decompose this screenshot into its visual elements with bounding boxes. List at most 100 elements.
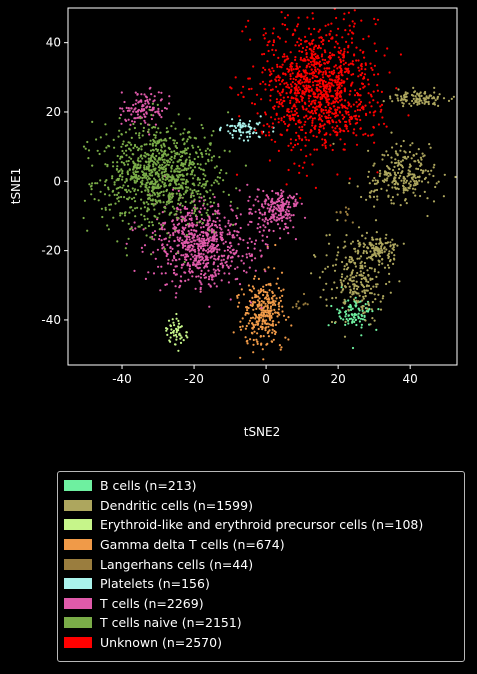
- data-point: [328, 109, 331, 112]
- data-point: [262, 318, 265, 321]
- data-point: [294, 78, 297, 81]
- data-point: [132, 146, 135, 150]
- data-point: [130, 143, 133, 146]
- data-point: [200, 283, 203, 286]
- data-point: [384, 242, 387, 245]
- data-point: [216, 180, 219, 183]
- data-point: [362, 86, 365, 89]
- data-point: [167, 202, 170, 205]
- data-point: [251, 285, 254, 288]
- data-point: [197, 252, 200, 255]
- data-point: [185, 179, 188, 182]
- data-point: [186, 207, 189, 210]
- data-point: [341, 81, 344, 84]
- data-point: [146, 99, 149, 102]
- data-point: [158, 140, 161, 143]
- data-point: [134, 193, 138, 196]
- data-point: [318, 276, 321, 279]
- data-point: [160, 239, 163, 242]
- data-point: [409, 164, 412, 168]
- data-point: [416, 92, 419, 95]
- data-point: [329, 85, 332, 88]
- data-point: [280, 189, 283, 192]
- data-point: [231, 236, 234, 239]
- data-point: [175, 335, 178, 338]
- data-point: [274, 49, 277, 52]
- data-point: [290, 89, 293, 92]
- data-point: [179, 155, 182, 158]
- data-point: [312, 74, 315, 77]
- data-point: [324, 91, 327, 94]
- data-point: [152, 165, 155, 168]
- data-point: [314, 55, 317, 59]
- data-point: [389, 245, 392, 248]
- data-point: [310, 89, 313, 92]
- data-point: [150, 182, 153, 185]
- data-point: [308, 104, 311, 107]
- data-point: [157, 107, 160, 110]
- data-point: [347, 266, 350, 269]
- data-point: [249, 304, 252, 307]
- data-point: [113, 193, 116, 196]
- data-point: [211, 213, 215, 216]
- data-point: [182, 169, 186, 172]
- data-point: [121, 212, 124, 215]
- y-tick-label: -20: [41, 244, 61, 258]
- data-point: [344, 245, 347, 248]
- data-point: [193, 198, 196, 201]
- data-point: [351, 276, 354, 279]
- data-point: [302, 292, 306, 296]
- data-point: [324, 70, 327, 73]
- data-point: [295, 101, 298, 104]
- data-point: [197, 275, 200, 278]
- data-point: [308, 78, 312, 81]
- data-point: [279, 210, 282, 213]
- data-point: [120, 133, 123, 136]
- data-point: [372, 195, 376, 198]
- data-point: [306, 16, 309, 19]
- data-point: [393, 165, 396, 168]
- data-point: [386, 254, 389, 257]
- data-point: [131, 120, 134, 123]
- data-point: [169, 234, 172, 237]
- data-point: [143, 215, 146, 218]
- data-point: [229, 200, 233, 203]
- data-point: [294, 122, 297, 126]
- data-point: [229, 86, 232, 89]
- data-point: [268, 68, 271, 71]
- data-point: [239, 356, 242, 359]
- data-point: [193, 242, 196, 245]
- data-point: [354, 89, 357, 92]
- data-point: [241, 255, 244, 258]
- data-point: [388, 167, 391, 171]
- data-point: [286, 96, 290, 99]
- data-point: [378, 263, 381, 266]
- data-point: [294, 198, 297, 201]
- data-point: [378, 174, 381, 178]
- data-point: [134, 200, 137, 203]
- data-point: [300, 73, 303, 76]
- data-point: [296, 99, 299, 102]
- data-point: [336, 42, 339, 45]
- data-point: [351, 240, 354, 243]
- data-point: [120, 145, 123, 148]
- data-point: [307, 89, 310, 92]
- data-point: [128, 211, 131, 214]
- data-point: [185, 253, 188, 256]
- data-point: [283, 228, 286, 231]
- data-point: [258, 217, 261, 220]
- data-point: [347, 71, 350, 74]
- data-point: [183, 143, 186, 146]
- data-point: [452, 95, 455, 98]
- data-point: [301, 166, 304, 169]
- data-point: [232, 331, 235, 334]
- data-point: [239, 213, 242, 216]
- data-point: [347, 113, 350, 116]
- data-point: [385, 172, 388, 175]
- data-point: [339, 129, 342, 132]
- data-point: [266, 60, 269, 63]
- data-point: [134, 215, 137, 218]
- data-point: [297, 86, 300, 89]
- data-point: [123, 163, 126, 166]
- data-point: [264, 270, 267, 273]
